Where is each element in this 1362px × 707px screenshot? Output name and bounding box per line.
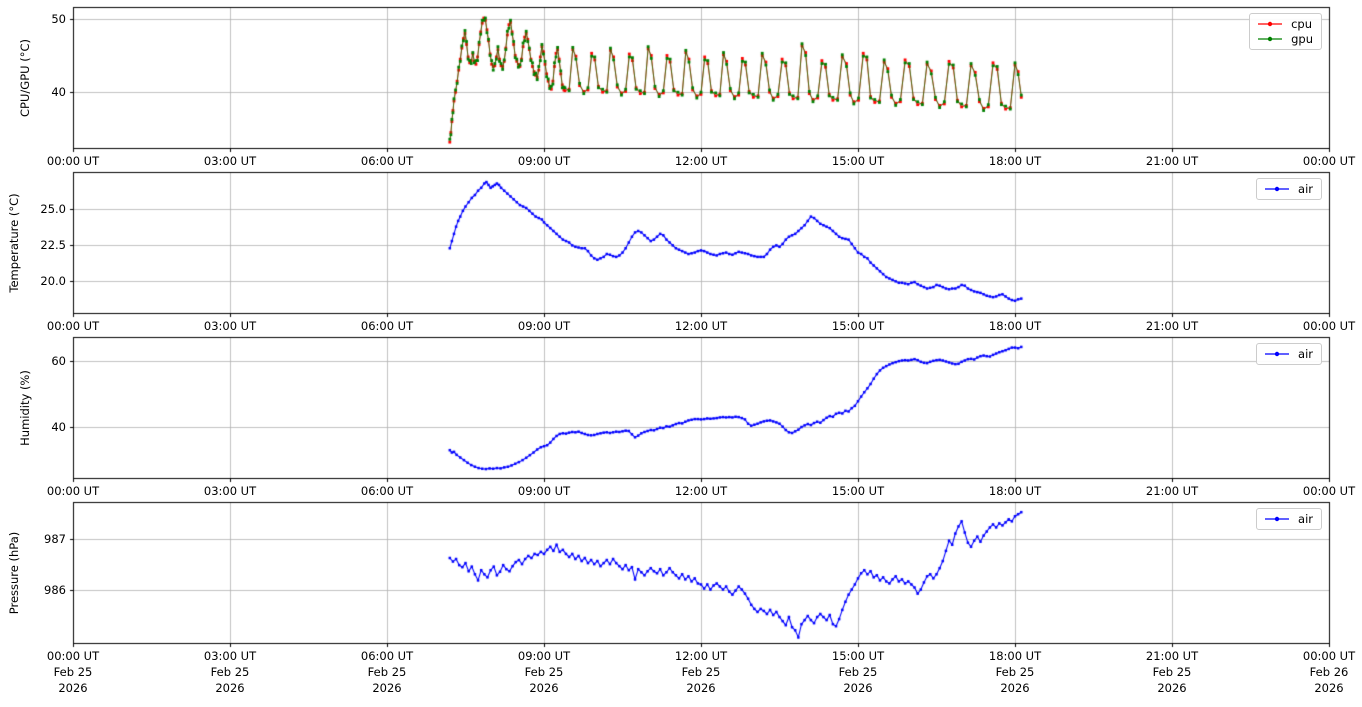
- y-tick-label: 25.0: [40, 202, 66, 217]
- legend-label: cpu: [1291, 17, 1313, 31]
- x-tick-label: 03:00 UT: [203, 319, 257, 333]
- x-tick-label: 06:00 UT: [360, 319, 414, 333]
- y-axis-title: Humidity (%): [18, 369, 32, 446]
- legend-label: air: [1298, 182, 1313, 196]
- y-tick-label: 986: [44, 582, 66, 597]
- x-tick-label: 18:00 UT Feb 25 2026: [988, 649, 1042, 695]
- x-tick-label: 12:00 UT: [674, 484, 728, 498]
- x-tick-label: 00:00 UT: [1302, 319, 1356, 333]
- x-tick-label: 00:00 UT: [1302, 154, 1356, 168]
- legend-line-marker-icon: [1265, 351, 1290, 357]
- x-tick-label: 21:00 UT: [1145, 484, 1199, 498]
- y-axis-title: Pressure (hPa): [7, 531, 21, 614]
- x-tick-label: 03:00 UT: [203, 484, 257, 498]
- x-tick-label: 09:00 UT: [517, 319, 571, 333]
- y-axis-title: CPU/GPU (°C): [18, 38, 32, 117]
- x-tick-label: 21:00 UT: [1145, 154, 1199, 168]
- x-tick-label: 00:00 UT: [46, 154, 100, 168]
- x-tick-label: 03:00 UT: [203, 154, 257, 168]
- y-tick-label: 987: [44, 531, 66, 546]
- x-tick-label: 06:00 UT: [360, 484, 414, 498]
- x-tick-label: 09:00 UT: [517, 484, 571, 498]
- legend-line-marker-icon: [1258, 36, 1283, 42]
- x-tick-label: 00:00 UT: [46, 319, 100, 333]
- x-tick-label: 15:00 UT: [831, 154, 885, 168]
- legend-line-marker-icon: [1265, 186, 1290, 192]
- legend-label: air: [1298, 512, 1313, 526]
- y-tick-label: 20.0: [40, 274, 66, 289]
- x-tick-label: 12:00 UT: [674, 154, 728, 168]
- y-tick-label: 60: [51, 353, 66, 368]
- legend: air: [1256, 178, 1322, 200]
- legend-label: air: [1298, 347, 1313, 361]
- legend: air: [1256, 343, 1322, 365]
- y-axis-title: Temperature (°C): [7, 192, 21, 293]
- y-tick-label: 40: [51, 420, 66, 435]
- legend-entry-air: air: [1263, 347, 1313, 361]
- x-tick-label: 15:00 UT: [831, 484, 885, 498]
- x-tick-label: 18:00 UT: [988, 319, 1042, 333]
- y-tick-label: 22.5: [40, 238, 66, 253]
- legend-entry-air: air: [1263, 182, 1313, 196]
- x-tick-label: 06:00 UT Feb 25 2026: [360, 649, 414, 695]
- x-tick-label: 12:00 UT Feb 25 2026: [674, 649, 728, 695]
- legend: cpu gpu: [1249, 13, 1322, 50]
- legend-line-marker-icon: [1265, 516, 1290, 522]
- x-tick-label: 06:00 UT: [360, 154, 414, 168]
- x-tick-label: 00:00 UT Feb 25 2026: [46, 649, 100, 695]
- x-tick-label: 03:00 UT Feb 25 2026: [203, 649, 257, 695]
- legend-entry-gpu: gpu: [1256, 32, 1313, 46]
- x-tick-label: 21:00 UT: [1145, 319, 1199, 333]
- legend-entry-cpu: cpu: [1256, 17, 1313, 31]
- x-tick-label: 09:00 UT Feb 25 2026: [517, 649, 571, 695]
- legend-line-marker-icon: [1258, 21, 1283, 27]
- x-tick-label: 21:00 UT Feb 25 2026: [1145, 649, 1199, 695]
- x-tick-label: 00:00 UT Feb 26 2026: [1302, 649, 1356, 695]
- legend-label: gpu: [1291, 32, 1313, 46]
- x-tick-label: 00:00 UT: [1302, 484, 1356, 498]
- x-tick-label: 18:00 UT: [988, 484, 1042, 498]
- y-tick-label: 40: [51, 85, 66, 100]
- x-tick-label: 15:00 UT: [831, 319, 885, 333]
- x-tick-label: 12:00 UT: [674, 319, 728, 333]
- x-tick-label: 09:00 UT: [517, 154, 571, 168]
- x-tick-label: 15:00 UT Feb 25 2026: [831, 649, 885, 695]
- legend: air: [1256, 508, 1322, 530]
- y-tick-label: 50: [51, 11, 66, 26]
- legend-entry-air: air: [1263, 512, 1313, 526]
- x-tick-label: 00:00 UT: [46, 484, 100, 498]
- x-tick-label: 18:00 UT: [988, 154, 1042, 168]
